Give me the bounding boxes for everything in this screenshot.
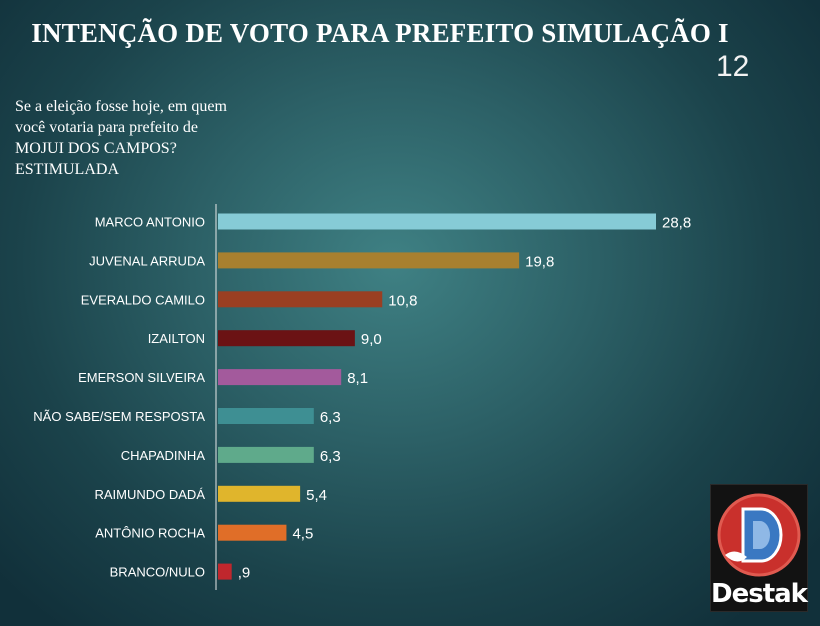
page-number: 12 (716, 50, 750, 83)
bar (218, 408, 314, 424)
category-label: JUVENAL ARRUDA (89, 253, 205, 268)
value-label: 6,3 (320, 448, 341, 465)
destak-emblem-icon (717, 493, 801, 577)
bar (218, 485, 301, 502)
value-label: 19,8 (525, 253, 554, 270)
value-label: 28,8 (662, 215, 691, 232)
bar (218, 291, 383, 308)
value-label: 9,0 (361, 331, 382, 348)
survey-question: Se a eleição fosse hoje, em quem você vo… (15, 98, 227, 178)
bar (218, 330, 355, 347)
bar (218, 369, 342, 386)
bar (218, 213, 656, 230)
value-label: 8,1 (347, 370, 368, 387)
value-label: 4,5 (292, 526, 313, 543)
value-label: 5,4 (306, 487, 327, 504)
category-label: NÃO SABE/SEM RESPOSTA (33, 409, 205, 424)
category-label: ANTÔNIO ROCHA (95, 526, 205, 541)
category-label: BRANCO/NULO (110, 565, 205, 580)
bar (218, 524, 287, 541)
chart-title: INTENÇÃO DE VOTO PARA PREFEITO SIMULAÇÃO… (31, 18, 729, 48)
bar (218, 446, 314, 463)
value-label: 6,3 (320, 409, 341, 426)
logo-text: Destak (711, 579, 808, 609)
category-label: EVERALDO CAMILO (81, 292, 205, 307)
category-label: RAIMUNDO DADÁ (94, 487, 205, 502)
value-label: ,9 (238, 565, 251, 582)
destak-logo: Destak (710, 484, 808, 612)
category-label: IZAILTON (148, 331, 205, 346)
category-label: CHAPADINHA (121, 448, 206, 463)
category-label: MARCO ANTONIO (95, 215, 205, 230)
bar (218, 563, 232, 580)
bar (218, 252, 520, 269)
category-label: EMERSON SILVEIRA (78, 370, 205, 385)
value-label: 10,8 (388, 292, 417, 309)
